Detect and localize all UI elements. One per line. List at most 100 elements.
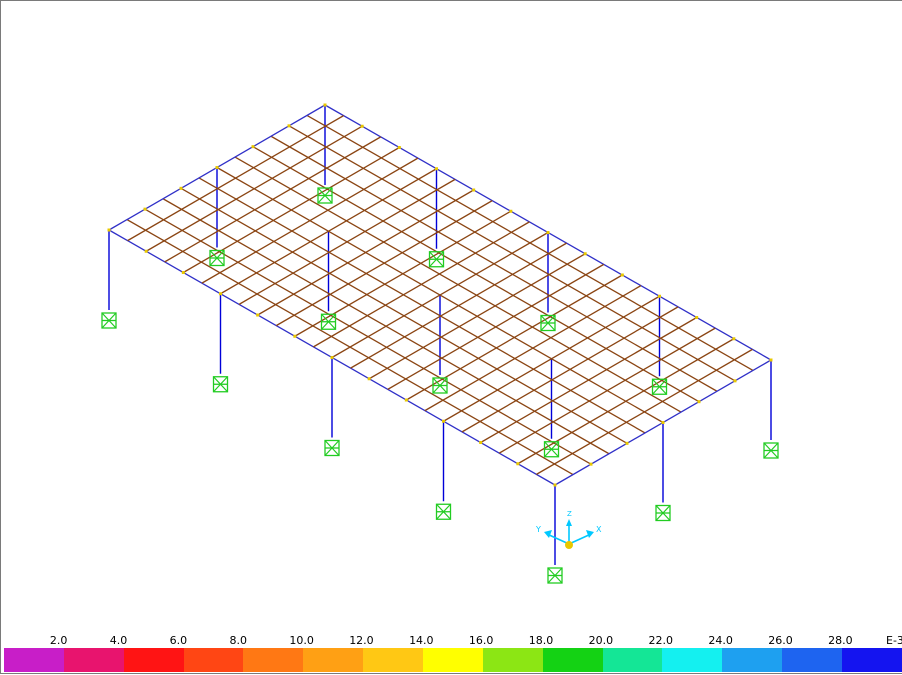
slab-grid-line[interactable] [164,136,382,263]
joint-node[interactable] [367,377,371,381]
joint-node[interactable] [583,252,587,256]
joint-node[interactable] [251,145,255,149]
joint-node[interactable] [323,103,327,107]
joint-node[interactable] [360,124,364,128]
fixed-support-icon[interactable] [324,439,340,457]
joint-node[interactable] [553,483,557,487]
x-axis-label: X [596,525,602,534]
scale-tick-label: 12.0 [349,634,374,647]
slab-grid-line[interactable] [461,306,679,433]
joint-node[interactable] [509,209,513,213]
joint-node[interactable] [546,231,550,234]
scale-color-swatch [602,648,663,672]
joint-node[interactable] [435,167,438,171]
joint-node[interactable] [442,419,445,423]
fixed-support-icon[interactable] [209,249,225,267]
fixed-support-icon[interactable] [428,251,445,268]
slab-grid-line[interactable] [368,253,586,380]
joint-node[interactable] [107,228,111,232]
slab-grid-line[interactable] [517,338,735,465]
joint-node[interactable] [589,462,593,466]
joint-node[interactable] [695,316,699,319]
slab-grid-line[interactable] [275,200,493,327]
scale-color-swatch [63,648,124,672]
scale-tick-label: 16.0 [468,634,494,647]
axis-origin [565,541,573,549]
slab-grid-line[interactable] [145,125,363,252]
scale-tick-label: 24.0 [708,634,733,647]
slab-grid-line[interactable] [424,285,642,412]
fixed-support-icon[interactable] [317,187,333,204]
joint-node[interactable] [658,294,661,298]
scale-color-swatch [243,648,304,672]
joint-node[interactable] [620,273,624,277]
fixed-support-icon[interactable] [320,313,337,330]
joint-node[interactable] [625,441,629,445]
scale-tick-label: 6.0 [169,634,188,647]
scale-color-swatch [842,648,902,672]
fixed-support-icon[interactable] [435,503,452,520]
fixed-support-icon[interactable] [543,441,560,458]
fixed-support-icon[interactable] [763,442,779,459]
joint-node[interactable] [219,292,222,296]
scale-tick-label: 22.0 [648,634,674,647]
joint-node[interactable] [287,124,291,128]
joint-node[interactable] [733,379,737,383]
joint-node[interactable] [472,188,476,192]
joint-node[interactable] [181,271,185,274]
joint-node[interactable] [479,441,483,444]
joint-node[interactable] [404,398,408,402]
scale-tick-label: 8.0 [229,634,247,647]
joint-node[interactable] [293,334,297,338]
slab-grid-line[interactable] [387,263,605,390]
joint-node[interactable] [769,358,773,362]
joint-node[interactable] [516,462,520,466]
joint-node[interactable] [397,146,401,149]
joint-node[interactable] [330,356,334,359]
slab-grid-line[interactable] [220,168,437,295]
slab-grid-line[interactable] [238,178,456,305]
joint-node[interactable] [661,421,665,424]
fixed-support-icon[interactable] [101,312,117,329]
joint-node[interactable] [697,400,701,404]
slab-grid-line[interactable] [183,146,400,274]
fixed-support-icon[interactable] [547,567,563,584]
scale-color-swatch [303,648,364,672]
slab-grid-line[interactable] [257,189,474,316]
scale-tick-label: 28.0 [828,634,853,647]
slab-grid-line[interactable] [443,295,660,422]
y-axis-label: Y [535,525,541,534]
scale-tick-label: 20.0 [588,634,614,647]
fixed-support-icon[interactable] [655,504,671,522]
slab-grid-line[interactable] [127,115,344,242]
slab-grid-line[interactable] [294,210,512,337]
y-axis-arrow [546,533,570,545]
joint-node[interactable] [215,166,219,169]
slab-grid-line[interactable] [331,231,549,359]
scale-color-swatch [782,648,843,672]
fixed-support-icon[interactable] [432,377,448,394]
fixed-support-icon[interactable] [212,376,229,393]
scale-tick-label: 10.0 [289,634,314,647]
joint-node[interactable] [179,186,183,190]
slab-grid-line[interactable] [536,348,753,475]
fixed-support-icon[interactable] [540,314,556,332]
scale-unit-label: E-3 [886,634,902,647]
axis-triad: X Y Z [535,510,602,549]
scale-color-swatch [123,648,184,672]
joint-node[interactable] [732,337,736,341]
x-axis-arrow [568,533,592,545]
slab-grid-line[interactable] [406,274,623,401]
fixed-support-icon[interactable] [651,378,668,395]
slab-grid-line[interactable] [350,242,567,369]
slab-grid-line[interactable] [313,221,530,348]
scale-tick-label: 14.0 [409,634,434,647]
slab-grid-line[interactable] [201,157,419,284]
joint-node[interactable] [143,207,147,211]
joint-node[interactable] [144,249,148,253]
slab-grid-line[interactable] [480,316,697,444]
slab-grid-line[interactable] [498,327,716,454]
joint-node[interactable] [256,313,260,317]
